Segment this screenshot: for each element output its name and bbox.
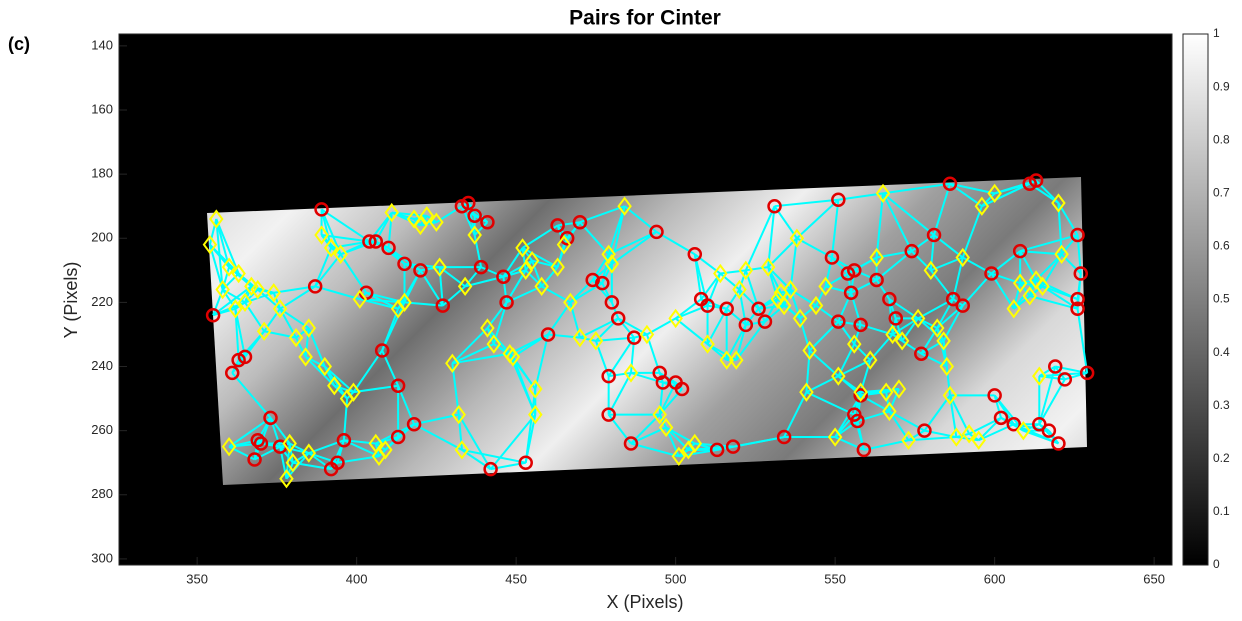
- y-tick-label: 220: [91, 294, 113, 309]
- colorbar: [1183, 34, 1208, 565]
- colorbar-tick-label: 0.9: [1213, 79, 1230, 93]
- colorbar-tick-label: 0.4: [1213, 345, 1230, 359]
- chart: 350 400 450 500 550 600 650 140 160 180 200 220 240 2…: [0, 0, 1242, 621]
- colorbar-tick-label: 0: [1213, 557, 1220, 571]
- y-tick-label: 280: [91, 486, 113, 501]
- chart-title: Pairs for Cinter: [569, 7, 721, 30]
- x-tick-label: 500: [665, 571, 687, 586]
- panel-label: (c): [8, 34, 30, 54]
- y-tick-label: 140: [91, 37, 113, 52]
- y-tick-label: 300: [91, 550, 113, 565]
- colorbar-tick-label: 1: [1213, 26, 1220, 40]
- x-tick-label: 650: [1143, 571, 1165, 586]
- colorbar-tick-label: 0.8: [1213, 132, 1230, 146]
- x-tick-label: 550: [824, 571, 846, 586]
- page: 350 400 450 500 550 600 650 140 160 180 200 220 240 2…: [0, 0, 1242, 621]
- colorbar-tick-label: 0.3: [1213, 398, 1230, 412]
- x-axis-label: X (Pixels): [606, 592, 683, 612]
- colorbar-tick-label: 0.5: [1213, 292, 1230, 306]
- y-axis-label: Y (Pixels): [61, 262, 81, 339]
- colorbar-tick-label: 0.7: [1213, 185, 1230, 199]
- colorbar-tick-label: 0.2: [1213, 451, 1230, 465]
- x-tick-label: 400: [346, 571, 368, 586]
- colorbar-tick-label: 0.1: [1213, 504, 1230, 518]
- x-tick-label: 450: [505, 571, 527, 586]
- x-tick-label: 600: [984, 571, 1006, 586]
- x-tick-label: 350: [186, 571, 208, 586]
- y-tick-label: 200: [91, 230, 113, 245]
- y-tick-label: 160: [91, 101, 113, 116]
- y-tick-label: 240: [91, 358, 113, 373]
- y-tick-label: 180: [91, 166, 113, 181]
- colorbar-tick-label: 0.6: [1213, 239, 1230, 253]
- y-tick-label: 260: [91, 422, 113, 437]
